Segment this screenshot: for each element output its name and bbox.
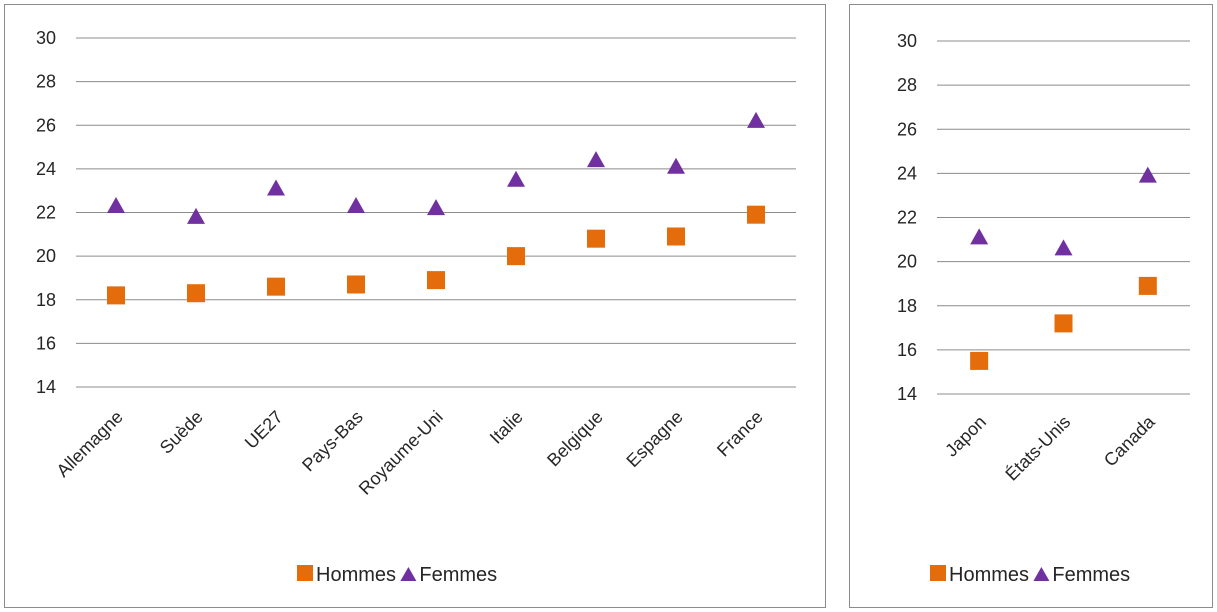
point-hommes — [970, 351, 989, 370]
point-femmes — [427, 199, 445, 216]
point-hommes — [347, 275, 365, 294]
point-hommes — [427, 271, 445, 290]
x-tick-label: Royaume-Uni — [355, 407, 447, 499]
y-tick-label: 26 — [36, 115, 56, 135]
legend-marker-femmes — [400, 567, 417, 581]
y-tick-label: 16 — [897, 340, 917, 360]
point-femmes — [347, 196, 365, 213]
y-tick-label: 26 — [897, 119, 917, 139]
x-tick-label: Italie — [486, 407, 527, 448]
y-tick-label: 22 — [897, 208, 917, 228]
point-hommes — [587, 229, 605, 248]
x-tick-label: Suède — [156, 407, 207, 458]
point-femmes — [587, 151, 605, 168]
y-tick-label: 22 — [36, 203, 56, 223]
point-hommes — [267, 277, 285, 296]
legend-label: Femmes — [1052, 564, 1130, 586]
legend-label: Hommes — [316, 564, 396, 586]
legend-label: Hommes — [949, 564, 1029, 586]
point-femmes — [667, 157, 685, 174]
legend-label: Femmes — [419, 564, 497, 586]
point-femmes — [107, 196, 125, 213]
x-tick-label: Espagne — [622, 407, 686, 471]
x-tick-label: UE27 — [241, 407, 287, 453]
chart-panel-left: 14 16 18 20 22 24 26 28 30 Allemagne Suède UE27 Pays… — [4, 4, 826, 608]
point-hommes — [667, 227, 685, 246]
legend-marker-hommes — [930, 565, 946, 581]
y-tick-label: 16 — [36, 333, 56, 353]
y-tick-label: 30 — [897, 31, 917, 51]
y-tick-label: 24 — [897, 163, 917, 183]
point-femmes — [970, 228, 989, 245]
y-tick-label: 20 — [36, 246, 56, 266]
point-hommes — [107, 286, 125, 305]
x-tick-label: Allemagne — [53, 407, 127, 481]
y-tick-label: 18 — [36, 290, 56, 310]
y-tick-label: 14 — [897, 384, 917, 404]
point-femmes — [507, 170, 525, 187]
point-hommes — [747, 205, 765, 224]
point-femmes — [1054, 239, 1073, 256]
x-tick-label: Japon — [941, 412, 990, 461]
x-tick-label: France — [713, 407, 767, 461]
x-tick-label: Canada — [1100, 411, 1159, 470]
x-tick-label: États-Unis — [1001, 412, 1074, 485]
point-femmes — [747, 111, 765, 128]
point-hommes — [1138, 276, 1157, 295]
y-tick-label: 14 — [36, 377, 56, 397]
point-hommes — [507, 247, 525, 266]
point-femmes — [267, 179, 285, 196]
chart-right-svg: 14 16 18 20 22 24 26 28 30 Japon États-Unis Canada H… — [897, 31, 1190, 586]
y-tick-label: 24 — [36, 159, 56, 179]
chart-panel-right: 14 16 18 20 22 24 26 28 30 Japon États-Unis Canada H… — [849, 4, 1213, 608]
y-tick-label: 30 — [36, 28, 56, 48]
y-tick-label: 20 — [897, 252, 917, 272]
legend-marker-hommes — [297, 565, 313, 581]
y-tick-label: 28 — [897, 75, 917, 95]
chart-left-svg: 14 16 18 20 22 24 26 28 30 Allemagne Suède UE27 Pays… — [36, 28, 796, 586]
y-tick-label: 18 — [897, 296, 917, 316]
x-tick-label: Belgique — [543, 407, 607, 471]
point-femmes — [1138, 166, 1157, 183]
point-hommes — [187, 284, 205, 303]
x-tick-label: Pays-Bas — [298, 407, 367, 476]
point-hommes — [1054, 314, 1073, 333]
point-femmes — [187, 207, 205, 224]
legend-marker-femmes — [1033, 567, 1050, 581]
y-tick-label: 28 — [36, 72, 56, 92]
